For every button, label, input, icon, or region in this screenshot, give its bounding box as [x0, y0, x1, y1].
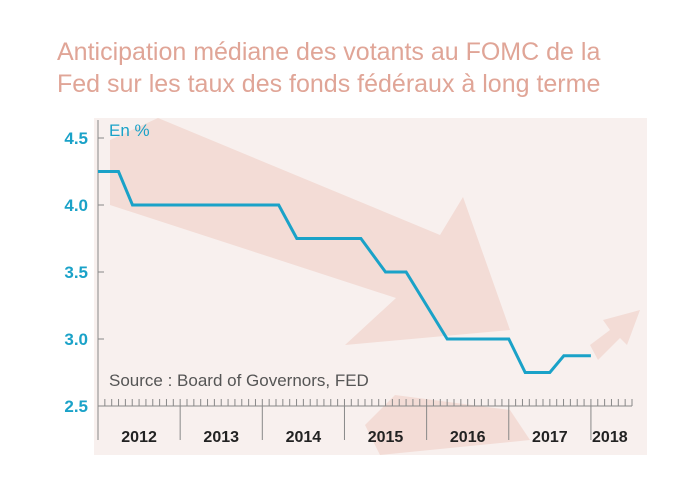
chart-title: Anticipation médiane des votants au FOMC… — [57, 36, 677, 100]
y-tick-label: 4.0 — [64, 196, 88, 215]
x-axis: 2012 2013 2014 2015 2016 2017 2018 — [97, 399, 633, 446]
small-up-arrow-shape — [590, 310, 640, 360]
y-tick-label: 2.5 — [64, 397, 88, 416]
series-line — [98, 170, 591, 374]
x-tick-label: 2016 — [450, 429, 486, 446]
x-tick-label: 2015 — [368, 429, 404, 446]
x-tick-label: 2017 — [532, 429, 568, 446]
chart-title-line-2: Fed sur les taux des fonds fédéraux à lo… — [57, 70, 601, 98]
x-tick-label: 2014 — [286, 429, 322, 446]
background-arrows-decoration — [110, 118, 640, 455]
large-down-arrow-shape — [110, 118, 510, 345]
y-tick-label: 4.5 — [64, 129, 88, 148]
y-axis: 4.5 4.0 3.5 3.0 2.5 — [64, 120, 104, 440]
y-tick-label: 3.0 — [64, 330, 88, 349]
x-tick-label: 2013 — [203, 429, 239, 446]
lower-arrow-shape — [365, 395, 530, 455]
y-tick-label: 3.5 — [64, 263, 88, 282]
x-tick-label: 2018 — [592, 429, 628, 446]
series-layer — [98, 170, 591, 374]
x-tick-label: 2012 — [121, 429, 157, 446]
chart-title-line-1: Anticipation médiane des votants au FOMC… — [57, 38, 601, 66]
unit-label: En % — [109, 121, 150, 140]
source-note: Source : Board of Governors, FED — [109, 371, 369, 390]
